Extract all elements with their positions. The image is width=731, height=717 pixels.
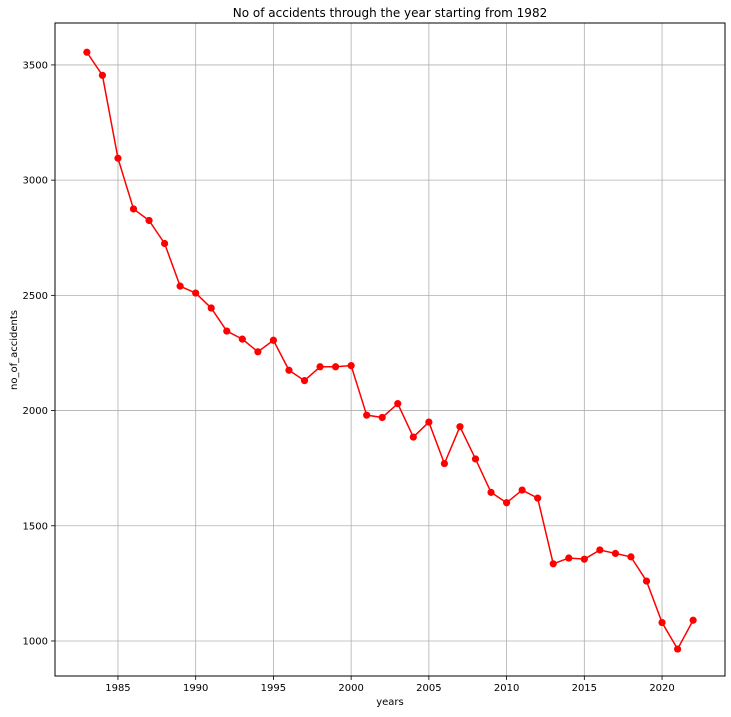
data-point	[642, 577, 651, 585]
y-tick-label: 1000	[23, 636, 48, 647]
data-point	[300, 377, 309, 385]
x-tick-label: 2000	[338, 683, 363, 694]
data-point	[176, 282, 184, 290]
data-point	[689, 616, 697, 624]
data-point	[425, 418, 433, 426]
x-tick-label: 2015	[572, 683, 597, 694]
data-point	[363, 411, 371, 419]
y-axis-label: no_of_accidents	[9, 310, 20, 390]
x-axis-label: years	[376, 697, 404, 708]
data-point	[129, 205, 138, 213]
data-point	[192, 289, 200, 297]
data-point	[83, 48, 91, 56]
x-tick-label: 2010	[494, 683, 519, 694]
data-point	[456, 423, 464, 431]
data-point	[331, 363, 340, 371]
data-point	[409, 433, 417, 441]
data-point	[378, 413, 386, 422]
data-point	[502, 499, 511, 507]
data-point	[145, 216, 153, 225]
data-point	[658, 618, 666, 627]
x-tick-label: 1985	[105, 683, 130, 694]
data-point	[673, 645, 682, 653]
y-tick-label: 2500	[23, 291, 48, 302]
y-tick-label: 1500	[23, 521, 48, 532]
data-point	[316, 363, 324, 371]
data-point	[238, 335, 246, 343]
y-tick-label: 3000	[23, 176, 48, 187]
data-point	[254, 348, 262, 356]
data-point	[114, 154, 122, 162]
data-point	[534, 494, 542, 502]
grid-lines	[55, 23, 725, 676]
data-point	[580, 555, 588, 563]
x-tick-label: 1995	[261, 683, 286, 694]
data-point	[611, 549, 620, 558]
x-tick-label: 2020	[649, 683, 674, 694]
x-tick-label: 2005	[416, 683, 441, 694]
data-point	[596, 546, 604, 554]
data-point	[471, 455, 480, 463]
y-axis-ticks: 1000 1500 2000 2500 3000 3500	[23, 60, 55, 647]
series-layer	[83, 48, 697, 653]
data-point	[394, 400, 402, 408]
data-point	[207, 304, 215, 312]
data-point	[549, 560, 557, 568]
plot-frame	[54, 22, 726, 677]
y-tick-label: 3500	[23, 60, 48, 71]
x-tick-label: 1990	[183, 683, 208, 694]
x-axis-ticks: 1985 1990 1995 2000 2005 2010 2015 2020	[105, 676, 675, 694]
chart-title: No of accidents through the year startin…	[233, 6, 547, 20]
data-point	[627, 553, 635, 561]
y-tick-label: 2000	[23, 406, 48, 417]
data-point	[269, 336, 278, 344]
data-point	[98, 71, 107, 79]
data-point	[347, 362, 355, 370]
data-point	[440, 459, 449, 468]
data-point	[518, 486, 526, 494]
data-point	[285, 366, 293, 374]
data-point	[160, 239, 169, 248]
data-point	[565, 554, 573, 562]
data-point	[487, 488, 495, 496]
series-line	[86, 51, 694, 650]
data-point	[223, 327, 231, 335]
